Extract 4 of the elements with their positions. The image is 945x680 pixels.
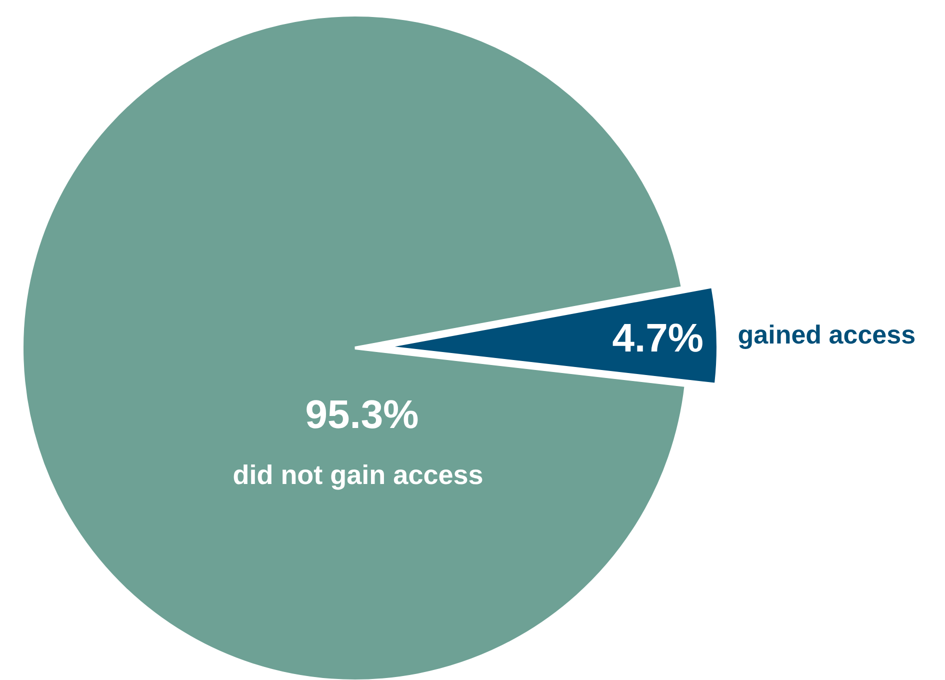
slice-label: did not gain access	[232, 460, 484, 490]
data-label: 4.7%	[612, 316, 704, 360]
data-label: 95.3%	[305, 393, 419, 437]
slice-label: gained access	[738, 320, 916, 350]
